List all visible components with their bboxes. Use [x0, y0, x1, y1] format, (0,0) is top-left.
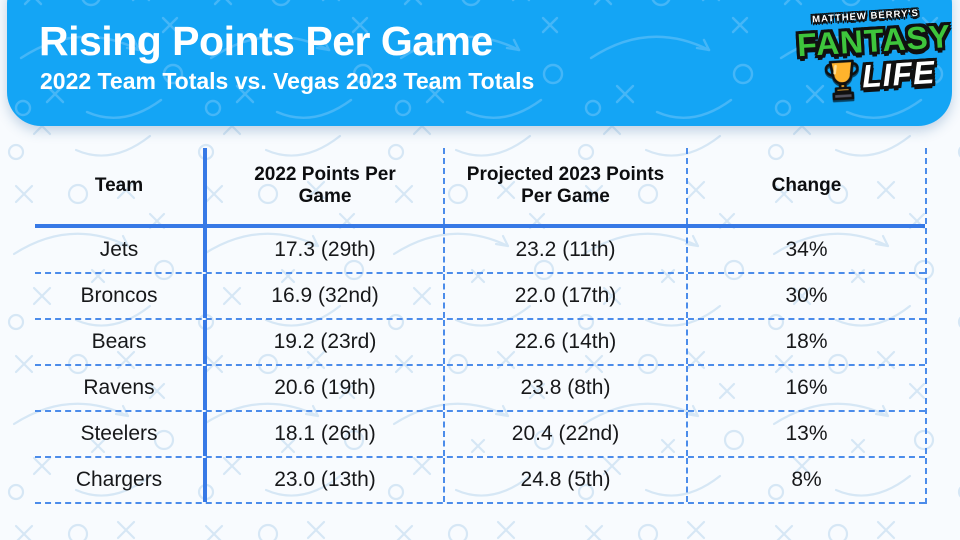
column-header-team: Team [94, 174, 144, 196]
cell-change: 30% [686, 274, 925, 318]
table-row: Ravens 20.6 (19th) 23.8 (8th) 16% [35, 366, 925, 412]
cell-change: 8% [686, 458, 925, 502]
trophy-icon [824, 59, 859, 100]
cell-change: 18% [686, 320, 925, 364]
table-header-row: Team 2022 Points Per Game Projected 2023… [35, 148, 925, 228]
cell-2022-ppg: 20.6 (19th) [203, 366, 443, 410]
column-header-2022-ppg: 2022 Points Per Game [203, 148, 443, 224]
logo-word-life: LIFE [860, 53, 937, 94]
cell-change: 16% [686, 366, 925, 410]
cell-2023-ppg: 23.8 (8th) [443, 366, 686, 410]
cell-2022-ppg: 16.9 (32nd) [203, 274, 443, 318]
column-header-2023-ppg: Projected 2023 Points Per Game [443, 148, 686, 224]
play-doodles-banner [7, 0, 952, 126]
cell-team: Jets [99, 238, 139, 261]
cell-2023-ppg: 24.8 (5th) [443, 458, 686, 502]
points-per-game-table: Team 2022 Points Per Game Projected 2023… [35, 148, 927, 504]
cell-change: 13% [686, 412, 925, 456]
table-row: Chargers 23.0 (13th) 24.8 (5th) 8% [35, 458, 925, 504]
column-header-change: Change [686, 148, 925, 224]
cell-change: 34% [686, 228, 925, 272]
cell-2023-ppg: 20.4 (22nd) [443, 412, 686, 456]
table-body: Jets 17.3 (29th) 23.2 (11th) 34% Broncos 16.9… [35, 228, 925, 504]
cell-2023-ppg: 22.0 (17th) [443, 274, 686, 318]
fantasy-life-logo: MATTHEW BERRY'S FANTASY LIFE [795, 8, 952, 105]
cell-team: Bears [91, 330, 147, 353]
table-row: Jets 17.3 (29th) 23.2 (11th) 34% [35, 228, 925, 274]
cell-2022-ppg: 19.2 (23rd) [203, 320, 443, 364]
header-banner: Rising Points Per Game 2022 Team Totals … [7, 0, 952, 126]
page-title: Rising Points Per Game [39, 18, 493, 64]
cell-team: Chargers [75, 468, 163, 491]
table-row: Bears 19.2 (23rd) 22.6 (14th) 18% [35, 320, 925, 366]
cell-team: Broncos [80, 284, 158, 307]
page-subtitle: 2022 Team Totals vs. Vegas 2023 Team Tot… [40, 68, 535, 94]
cell-2022-ppg: 23.0 (13th) [203, 458, 443, 502]
cell-2022-ppg: 18.1 (26th) [203, 412, 443, 456]
cell-2023-ppg: 23.2 (11th) [443, 228, 686, 272]
cell-team: Ravens [83, 376, 155, 399]
cell-2022-ppg: 17.3 (29th) [203, 228, 443, 272]
table-row: Broncos 16.9 (32nd) 22.0 (17th) 30% [35, 274, 925, 320]
cell-team: Steelers [80, 422, 158, 445]
cell-2023-ppg: 22.6 (14th) [443, 320, 686, 364]
table-row: Steelers 18.1 (26th) 20.4 (22nd) 13% [35, 412, 925, 458]
